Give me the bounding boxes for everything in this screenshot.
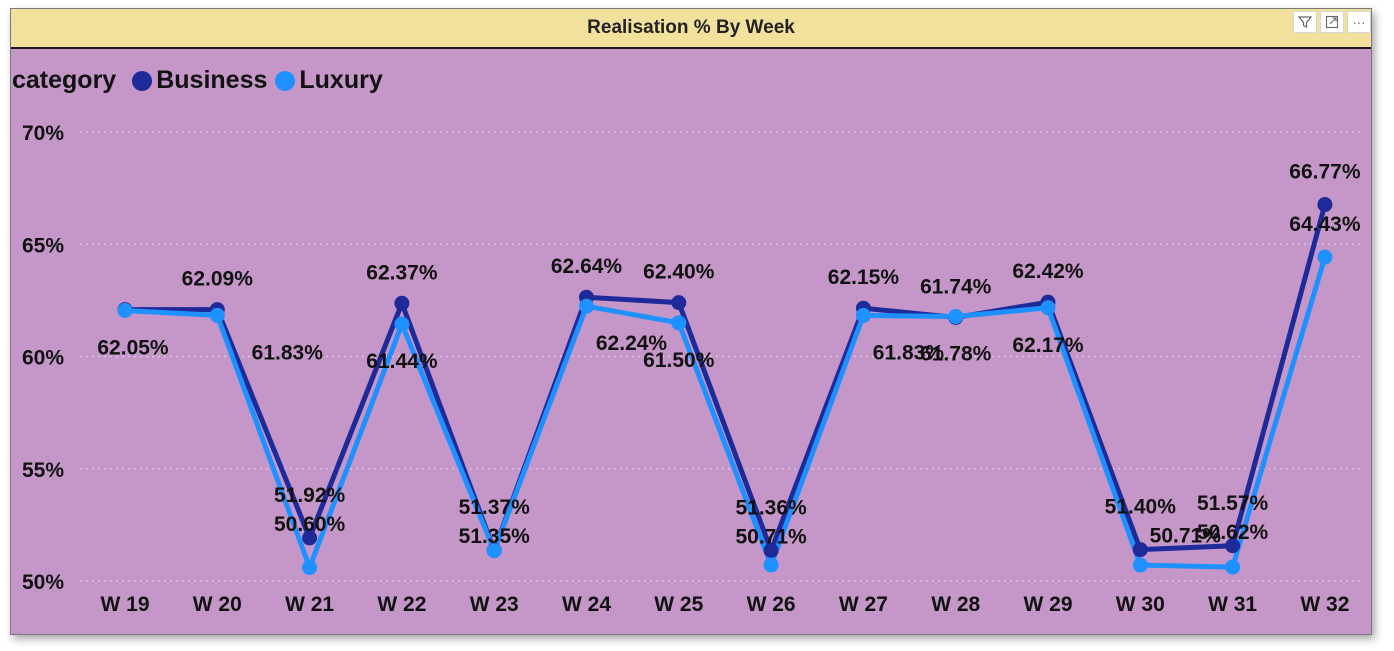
data-point-business — [394, 295, 410, 311]
x-tick-label: W 27 — [839, 593, 888, 616]
data-point-luxury — [209, 307, 225, 323]
x-tick-label: W 29 — [1023, 593, 1072, 616]
legend-item-luxury[interactable]: Luxury — [275, 66, 383, 95]
y-tick-label: 50% — [22, 571, 64, 594]
x-tick-label: W 25 — [654, 593, 703, 616]
visual-toolbar: ··· — [1293, 11, 1371, 33]
data-label-business: 51.36% — [735, 496, 807, 519]
data-label-luxury: 61.83% — [252, 341, 324, 364]
legend-title: category — [12, 66, 117, 94]
data-label-business: 62.64% — [551, 255, 623, 278]
data-label-luxury: 61.78% — [920, 343, 992, 366]
x-tick-label: W 26 — [747, 593, 796, 616]
y-tick-label: 60% — [22, 347, 64, 370]
data-label-luxury: 62.05% — [97, 336, 169, 359]
y-tick-label: 65% — [22, 234, 64, 257]
data-point-luxury — [1225, 559, 1241, 575]
chart-legend: category Business Luxury — [12, 66, 391, 95]
data-label-business: 51.40% — [1105, 496, 1177, 519]
data-label-luxury: 64.43% — [1289, 213, 1361, 236]
data-point-luxury — [302, 560, 318, 576]
data-label-business: 66.77% — [1289, 161, 1361, 184]
data-label-luxury: 50.71% — [1150, 525, 1222, 548]
data-label-luxury: 50.60% — [274, 513, 346, 536]
x-tick-label: W 23 — [470, 593, 519, 616]
chart-title: Realisation % By Week — [587, 17, 795, 38]
data-point-luxury — [948, 309, 964, 325]
data-label-business: 51.92% — [274, 484, 346, 507]
x-tick-label: W 28 — [931, 593, 980, 616]
data-label-luxury: 50.71% — [735, 525, 807, 548]
visual-header: Realisation % By Week — [11, 9, 1371, 49]
data-point-luxury — [1317, 249, 1333, 265]
legend-label-luxury: Luxury — [299, 66, 383, 94]
data-point-business — [302, 530, 318, 546]
series-line-luxury — [124, 256, 1328, 571]
data-label-business: 62.40% — [643, 261, 715, 284]
data-point-luxury — [394, 316, 410, 332]
x-tick-label: W 20 — [193, 593, 242, 616]
data-point-luxury — [486, 543, 502, 559]
legend-label-business: Business — [156, 66, 268, 94]
x-tick-label: W 21 — [285, 593, 334, 616]
data-label-luxury: 61.83% — [873, 341, 945, 364]
data-label-business: 62.42% — [1012, 260, 1084, 283]
x-tick-label: W 31 — [1208, 593, 1257, 616]
data-point-luxury — [763, 557, 779, 573]
focus-mode-icon[interactable] — [1320, 11, 1344, 33]
data-label-luxury: 62.17% — [1012, 334, 1084, 357]
x-tick-label: W 24 — [562, 593, 611, 616]
data-point-luxury — [855, 307, 871, 323]
x-tick-label: W 22 — [377, 593, 426, 616]
filter-icon[interactable] — [1293, 11, 1317, 33]
legend-marker-luxury — [275, 70, 296, 91]
x-tick-label: W 32 — [1300, 593, 1349, 616]
y-tick-label: 55% — [22, 459, 64, 482]
data-label-business: 62.15% — [828, 266, 900, 289]
legend-marker-business — [132, 70, 153, 91]
x-tick-label: W 30 — [1116, 593, 1165, 616]
data-label-business: 62.37% — [366, 261, 438, 284]
data-point-business — [1317, 197, 1333, 213]
data-point-business — [1132, 542, 1148, 558]
data-label-luxury: 61.44% — [366, 350, 438, 373]
data-point-business — [1225, 538, 1241, 554]
data-point-business — [671, 295, 687, 311]
data-label-luxury: 51.35% — [459, 525, 531, 548]
series-line-business — [125, 203, 1328, 553]
data-label-luxury: 50.62% — [1197, 521, 1269, 544]
data-point-business — [763, 542, 779, 558]
data-point-luxury — [117, 302, 133, 318]
data-label-luxury: 61.50% — [643, 349, 715, 372]
data-point-luxury — [1040, 300, 1056, 316]
data-point-luxury — [671, 315, 687, 331]
data-label-business: 62.09% — [182, 268, 254, 291]
data-label-business: 51.37% — [459, 496, 531, 519]
line-chart-visual: Realisation % By Week ··· — [10, 8, 1372, 635]
x-tick-label: W 19 — [100, 593, 149, 616]
data-label-business: 51.57% — [1197, 492, 1269, 515]
data-point-luxury — [579, 298, 594, 314]
y-tick-label: 70% — [22, 122, 64, 145]
data-point-luxury — [1132, 557, 1148, 573]
legend-item-business[interactable]: Business — [132, 66, 267, 95]
data-label-luxury: 62.24% — [596, 332, 668, 355]
data-label-business: 61.74% — [920, 275, 992, 298]
more-options-icon[interactable]: ··· — [1347, 11, 1371, 33]
